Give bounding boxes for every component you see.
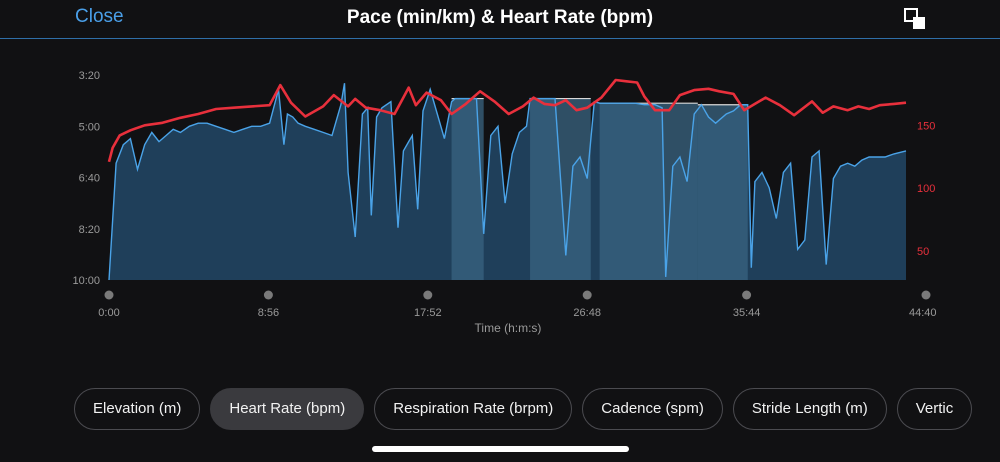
page-title: Pace (min/km) & Heart Rate (bpm) — [346, 7, 654, 28]
y-left-tick-label: 10:00 — [72, 275, 100, 287]
x-tick-label: 26:48 — [573, 307, 601, 319]
tab-respiration-rate-brpm[interactable]: Respiration Rate (brpm) — [374, 388, 573, 430]
x-tick-label: 35:44 — [733, 307, 761, 319]
tab-heart-rate-bpm[interactable]: Heart Rate (bpm) — [210, 388, 365, 430]
x-tick-marker — [921, 290, 931, 300]
close-button[interactable]: Close — [75, 6, 124, 27]
interval-band — [599, 103, 698, 280]
x-tick-marker — [742, 290, 752, 300]
y-left-tick-label: 3:20 — [79, 70, 100, 82]
interval-band — [451, 98, 484, 280]
y-left-tick-label: 5:00 — [79, 121, 100, 133]
x-tick-label: 17:52 — [414, 307, 442, 319]
heart-rate-series-line — [107, 78, 907, 163]
x-tick-label: 44:40 — [909, 307, 937, 319]
x-tick-label: 0:00 — [98, 307, 119, 319]
y-right-tick-label: 100 — [917, 183, 935, 195]
interval-band — [697, 104, 748, 280]
x-tick-marker — [263, 290, 273, 300]
x-tick-label: 8:56 — [258, 307, 279, 319]
y-left-tick-label: 8:20 — [79, 224, 100, 236]
home-indicator[interactable] — [372, 446, 629, 452]
tab-vertic[interactable]: Vertic — [896, 388, 973, 430]
x-axis-title: Time (h:m:s) — [475, 321, 542, 335]
tab-stride-length-m[interactable]: Stride Length (m) — [732, 388, 887, 430]
x-tick-marker — [423, 290, 433, 300]
tab-cadence-spm[interactable]: Cadence (spm) — [582, 388, 723, 430]
metric-tabs: Elevation (m) Heart Rate (bpm) Respiration… — [74, 388, 1000, 430]
y-right-tick-label: 150 — [917, 120, 935, 132]
header-bar: Close Pace (min/km) & Heart Rate (bpm) — [0, 0, 1000, 39]
y-left-tick-label: 6:40 — [79, 173, 100, 185]
tab-elevation-m[interactable]: Elevation (m) — [74, 388, 201, 430]
expand-icon[interactable] — [904, 8, 926, 30]
x-tick-marker — [582, 290, 592, 300]
pace-series-line — [108, 83, 907, 281]
y-right-tick-label: 50 — [917, 246, 929, 258]
pace-heart-rate-chart: 3:20 5:00 6:40 8:20 10:00 150 100 50 0:00 8:56 17:… — [72, 70, 937, 335]
x-tick-marker — [104, 290, 114, 300]
interval-band — [530, 98, 591, 280]
